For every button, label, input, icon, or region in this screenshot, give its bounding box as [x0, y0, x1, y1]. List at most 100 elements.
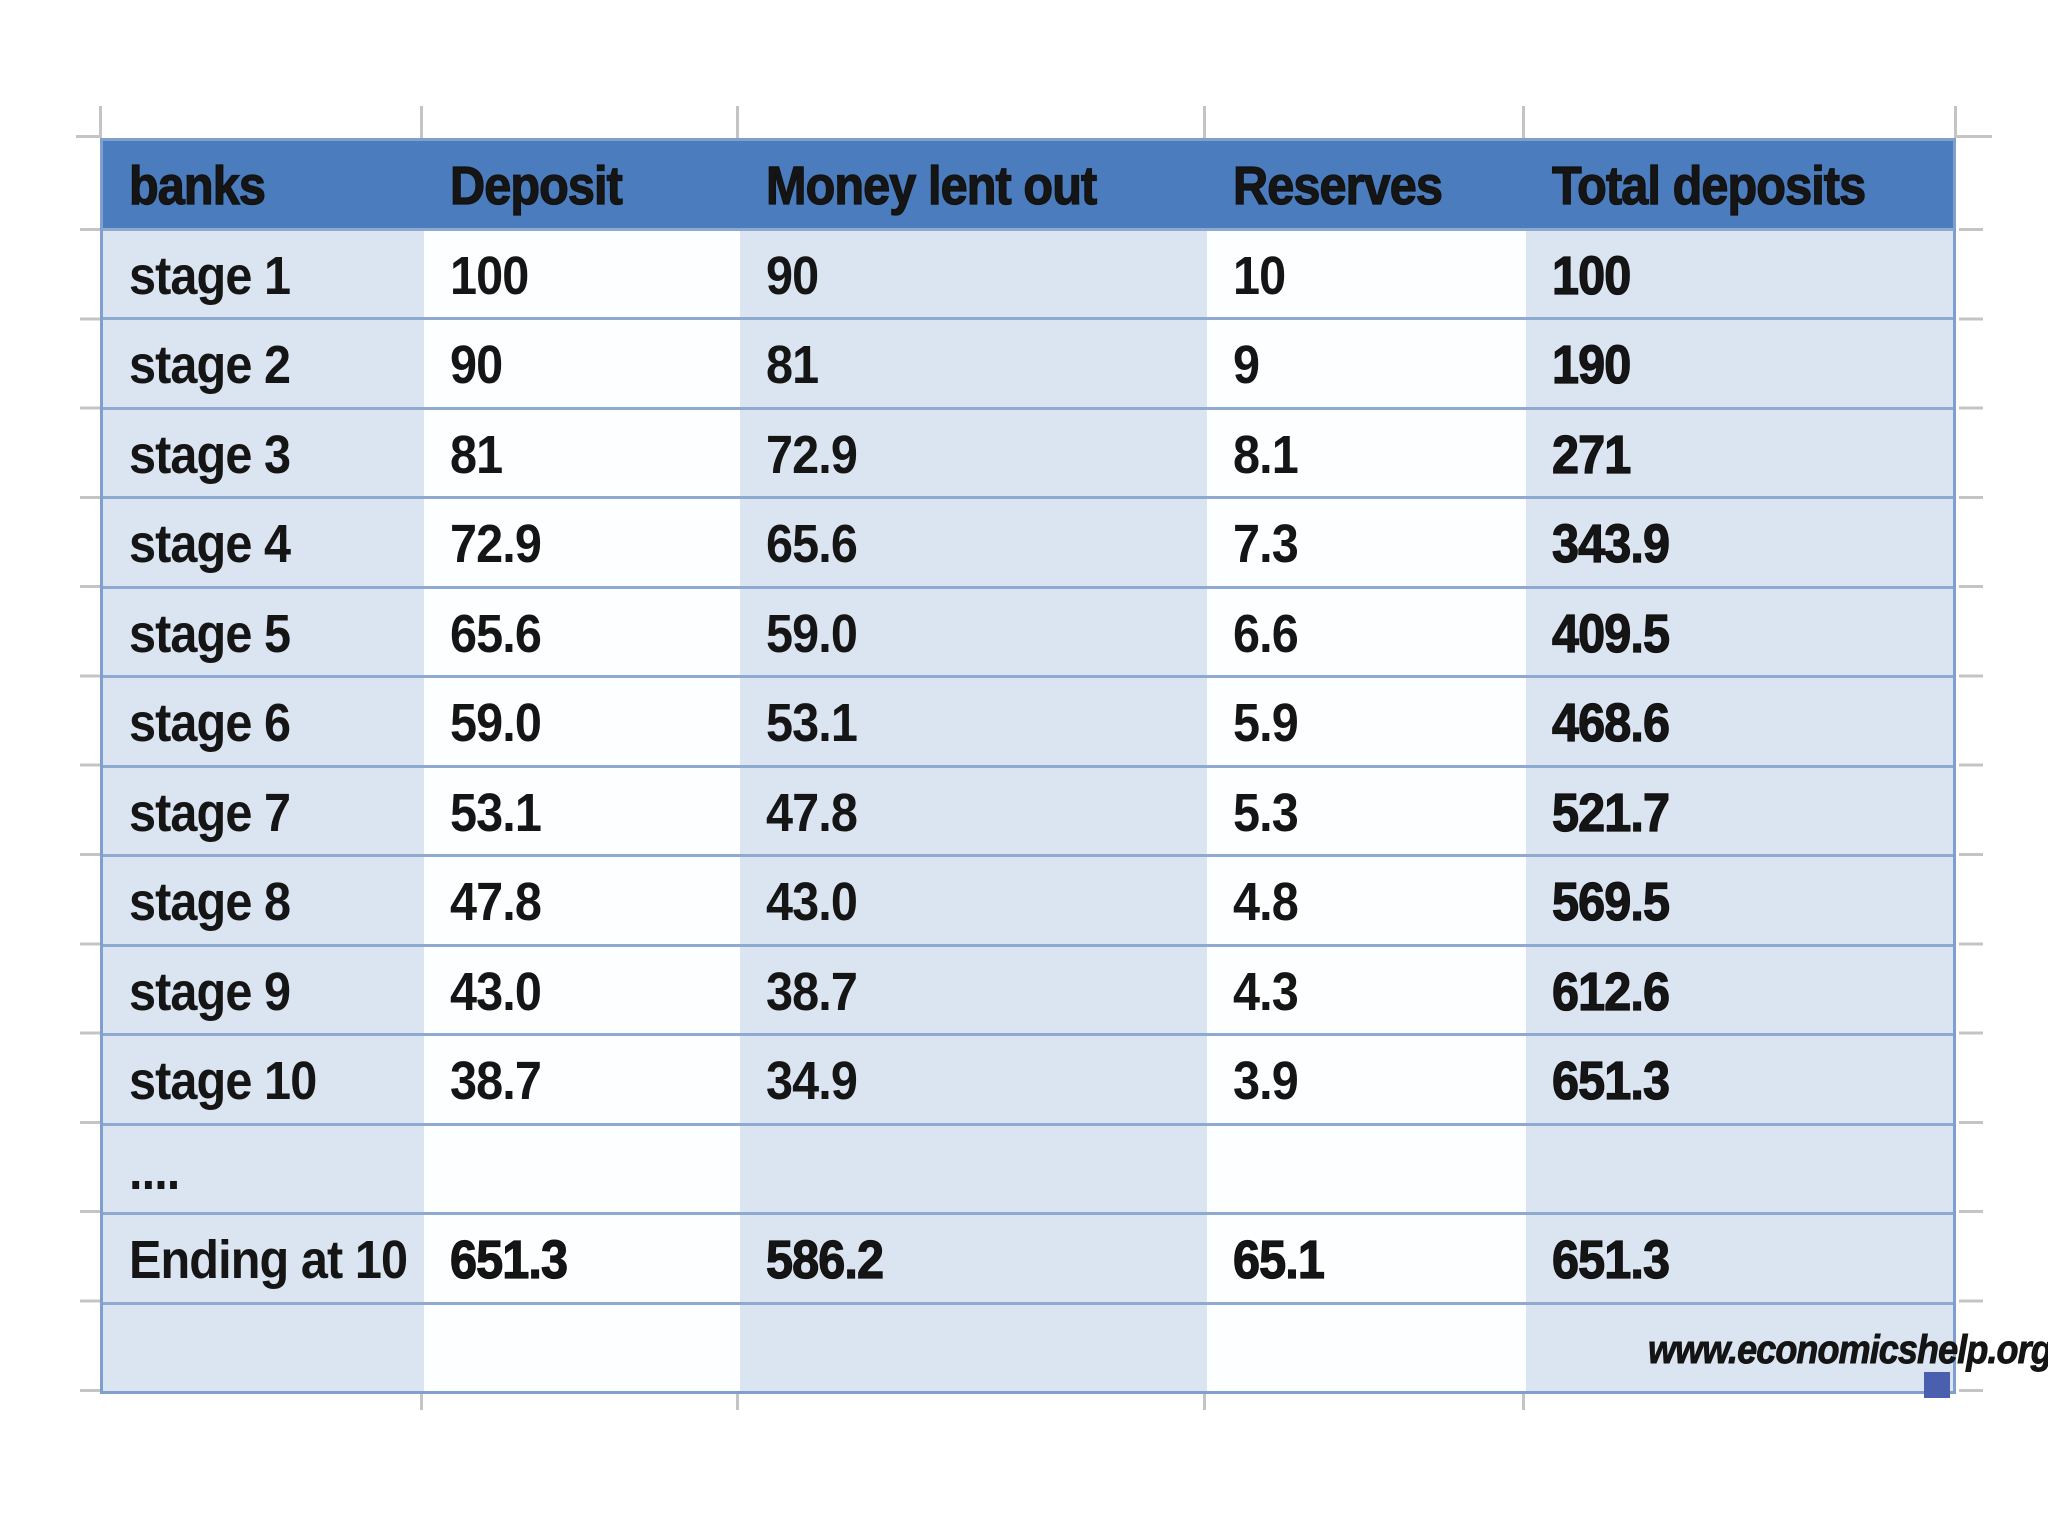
table-row: ....: [103, 1125, 1953, 1215]
column-header-reserves: Reserves: [1207, 141, 1526, 228]
cell-money_lent_out: 81: [740, 320, 1207, 407]
cell-value: 81: [766, 335, 819, 396]
table-row: stage 2 90 81 9 190: [103, 320, 1953, 410]
cell-value: 651.3: [1551, 1051, 1670, 1112]
gridline-tick: [76, 135, 100, 138]
cell-total_deposits: 468.6: [1526, 678, 1953, 765]
cell-banks: stage 1: [103, 230, 424, 317]
cell-total_deposits[interactable]: www.economicshelp.org: [1526, 1304, 2048, 1391]
cell-deposit: 81: [424, 409, 740, 496]
cell-deposit: 47.8: [424, 857, 740, 944]
column-header-label: Total deposits: [1551, 156, 1866, 217]
table-row: stage 6 59.0 53.1 5.9 468.6: [103, 678, 1953, 768]
cell-reserves: 65.1: [1207, 1215, 1526, 1302]
cell-value: 4.8: [1233, 872, 1299, 933]
cell-reserves: 5.9: [1207, 678, 1526, 765]
gridline-tick: [99, 106, 102, 138]
table-row: Ending at 10 651.3 586.2 65.1 651.3: [103, 1215, 1953, 1305]
cell-reserves: 4.8: [1207, 857, 1526, 944]
gridline-tick: [1956, 135, 1992, 138]
gridline-tick: [736, 106, 739, 138]
table-row: stage 4 72.9 65.6 7.3 343.9: [103, 499, 1953, 589]
cell-money_lent_out: [740, 1304, 1207, 1391]
cell-money_lent_out: 72.9: [740, 409, 1207, 496]
cell-banks: stage 4: [103, 499, 424, 586]
cell-value: 53.1: [766, 693, 858, 754]
cell-banks: stage 8: [103, 857, 424, 944]
cell-banks: stage 3: [103, 409, 424, 496]
cell-reserves: 5.3: [1207, 767, 1526, 854]
cell-value: stage 2: [129, 335, 291, 396]
gridline-tick: [420, 1394, 423, 1410]
cell-deposit: [424, 1125, 740, 1212]
cell-banks: stage 6: [103, 678, 424, 765]
cell-reserves: 8.1: [1207, 409, 1526, 496]
cell-value: 8.1: [1233, 424, 1299, 485]
cell-money_lent_out: [740, 1125, 1207, 1212]
cell-value: 47.8: [766, 782, 858, 843]
table-row: stage 9 43.0 38.7 4.3 612.6: [103, 946, 1953, 1036]
cell-value: 10: [1233, 245, 1286, 306]
cell-value: 53.1: [450, 782, 542, 843]
cell-value: 4.3: [1233, 961, 1299, 1022]
cell-total_deposits: 190: [1526, 320, 1953, 407]
cell-value: 271: [1551, 424, 1631, 485]
cell-banks: [103, 1304, 424, 1391]
cell-money_lent_out: 90: [740, 230, 1207, 317]
cell-value: 43.0: [766, 872, 858, 933]
cell-value: stage 10: [129, 1051, 317, 1112]
gridline-tick: [1203, 106, 1206, 138]
cell-money_lent_out: 586.2: [740, 1215, 1207, 1302]
gridline-tick: [1522, 1394, 1525, 1410]
cell-total_deposits: 612.6: [1526, 946, 1953, 1033]
cell-total_deposits: [1526, 1125, 1953, 1212]
cell-value: 59.0: [766, 603, 858, 664]
watermark-link[interactable]: www.economicshelp.org: [1648, 1327, 2048, 1372]
cell-reserves: [1207, 1125, 1526, 1212]
cell-total_deposits: 569.5: [1526, 857, 1953, 944]
selection-handle[interactable]: [1924, 1372, 1950, 1398]
gridline-ticks-left: [80, 228, 100, 1398]
cell-total_deposits: 521.7: [1526, 767, 1953, 854]
cell-money_lent_out: 43.0: [740, 857, 1207, 944]
column-header-label: Money lent out: [765, 156, 1097, 217]
cell-banks: stage 7: [103, 767, 424, 854]
table-row: stage 8 47.8 43.0 4.8 569.5: [103, 857, 1953, 947]
cell-value: Ending at 10: [129, 1230, 408, 1291]
cell-deposit: [424, 1304, 740, 1391]
cell-value: 65.1: [1232, 1230, 1325, 1291]
cell-reserves: 10: [1207, 230, 1526, 317]
cell-banks: Ending at 10: [103, 1215, 424, 1302]
cell-value: 5.9: [1233, 693, 1299, 754]
table-row: stage 1 100 90 10 100: [103, 230, 1953, 320]
table-header-row: banks Deposit Money lent out Reserves Total …: [103, 141, 1953, 231]
cell-value: 409.5: [1551, 603, 1670, 664]
cell-deposit: 38.7: [424, 1036, 740, 1123]
cell-value: 612.6: [1551, 961, 1670, 1022]
column-header-label: Reserves: [1232, 156, 1443, 217]
cell-value: 3.9: [1233, 1051, 1299, 1112]
table-row: stage 7 53.1 47.8 5.3 521.7: [103, 767, 1953, 857]
cell-value: 72.9: [450, 514, 542, 575]
cell-value: 468.6: [1551, 693, 1670, 754]
column-header-money_lent_out: Money lent out: [740, 141, 1207, 228]
cell-value: 47.8: [450, 872, 542, 933]
cell-total_deposits: 651.3: [1526, 1215, 1953, 1302]
table-row: www.economicshelp.org: [103, 1304, 2048, 1391]
cell-value: stage 9: [129, 961, 291, 1022]
gridline-tick: [420, 106, 423, 138]
column-header-label: Deposit: [449, 156, 623, 217]
cell-value: stage 6: [129, 693, 291, 754]
cell-value: 343.9: [1551, 514, 1670, 575]
cell-deposit: 43.0: [424, 946, 740, 1033]
table-row: stage 5 65.6 59.0 6.6 409.5: [103, 588, 1953, 678]
column-header-total_deposits: Total deposits: [1526, 141, 1953, 228]
cell-value: 81: [450, 424, 503, 485]
cell-value: 521.7: [1551, 782, 1670, 843]
cell-deposit: 65.6: [424, 588, 740, 675]
money-multiplier-table: banks Deposit Money lent out Reserves Total …: [100, 138, 2048, 1394]
cell-value: stage 8: [129, 872, 291, 933]
cell-money_lent_out: 59.0: [740, 588, 1207, 675]
cell-total_deposits: 271: [1526, 409, 1953, 496]
